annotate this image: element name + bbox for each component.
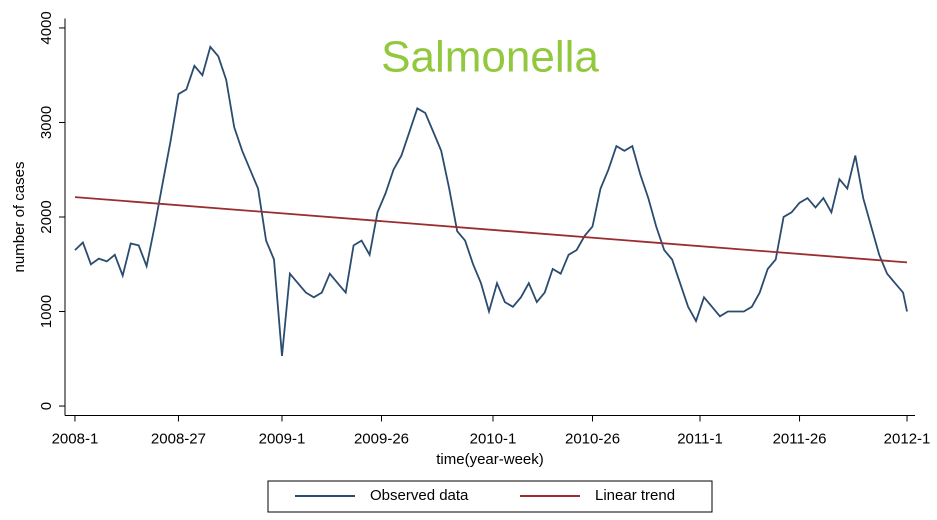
series-line [74,45,908,356]
x-tick-label: 2011-26 [773,430,827,447]
legend-box [267,480,713,513]
x-tick-label: 2010-1 [470,430,517,447]
x-tick-label: 2009-1 [259,430,306,447]
y-tick-label: 2000 [38,200,55,233]
legend-label: Observed data [370,487,469,504]
y-tick-label: 4000 [38,11,55,44]
x-tick-label: 2008-1 [52,430,99,447]
x-axis-label: time(year-week) [436,451,544,468]
y-tick-label: 3000 [38,106,55,139]
y-tick-label: 0 [38,402,55,410]
chart-title: Salmonella [381,33,599,82]
x-tick-label: 2008-27 [151,430,206,447]
legend-label: Linear trend [595,487,675,504]
series-line [74,196,908,264]
x-tick-label: 2011-1 [677,430,723,447]
y-tick-label: 1000 [38,295,55,328]
x-tick-label: 2009-26 [354,430,409,447]
y-axis-label: number of cases [11,162,28,273]
x-tick-label: 2012-1 [884,430,931,447]
x-tick-label: 2010-26 [565,430,620,447]
